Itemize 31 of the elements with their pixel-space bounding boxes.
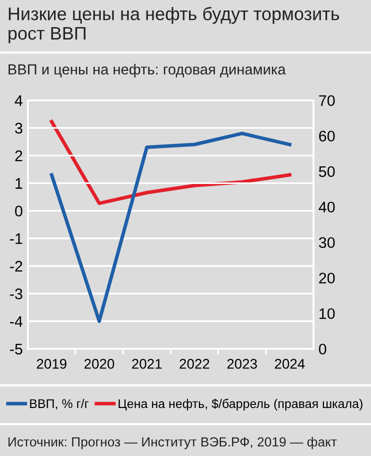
y-tick-label: 1: [16, 178, 22, 189]
y2-tick-label: 10: [320, 308, 335, 320]
line-series: [50, 120, 292, 206]
y-tick-label: -2: [10, 260, 22, 272]
y-tick-label: -4: [10, 316, 23, 327]
chart-title: Низкие цены на нефть будут тормозить рост ВВП: [8, 6, 340, 44]
y2-tick-label: 70: [319, 95, 335, 106]
y-tick-label: 0: [15, 206, 22, 216]
y-tick-label: -3: [10, 288, 22, 300]
y-tick-label: -5: [10, 344, 22, 355]
y2-tick-label: 40: [318, 202, 335, 213]
y2-tick-label: 60: [319, 130, 335, 142]
y2-tick-label: 20: [319, 272, 335, 284]
x-tick-label: 2022: [180, 358, 210, 369]
y-tick-label: -1: [10, 233, 22, 244]
x-tick-label: 2020: [84, 358, 114, 369]
y2-tick-label: 30: [318, 237, 335, 248]
y-tick-label: 2: [15, 150, 22, 162]
x-tick-label: 2024: [274, 358, 305, 369]
y2-tick-label: 50: [318, 166, 335, 178]
y-tick-label: 3: [15, 122, 22, 134]
x-tick-label: 2023: [227, 358, 257, 369]
y2-tick-label: 0: [318, 344, 326, 355]
text: Источник: Прогноз — Институт ВЭБ.РФ, 2019 — факт: [8, 436, 337, 450]
chart-subtitle: ВВП и цены на нефть: годовая динамика: [8, 64, 286, 78]
x-tick-label: 2021: [132, 358, 162, 369]
legend-label: ВВП, % г/г: [30, 398, 89, 410]
legend-label: Цена на нефть, $/баррель (правая шкала): [118, 398, 362, 411]
y-tick-label: 4: [14, 95, 23, 106]
x-tick-label: 2019: [36, 358, 66, 369]
line-series: [50, 132, 292, 323]
